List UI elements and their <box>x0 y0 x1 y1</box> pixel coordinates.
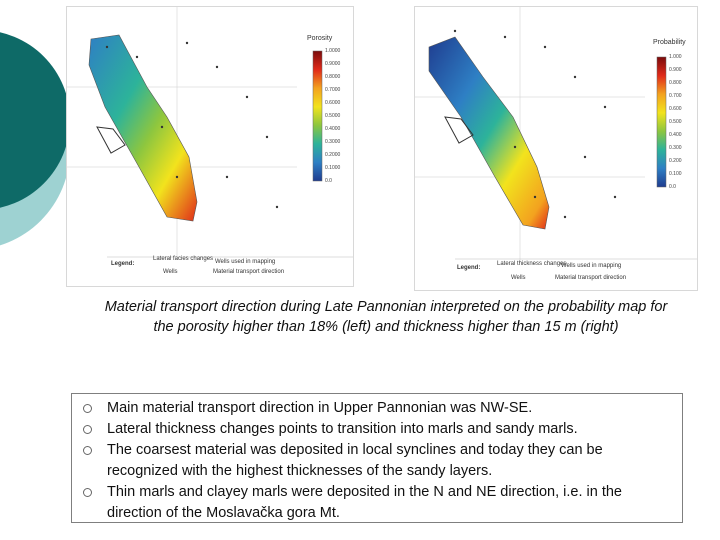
scale-tick-label: 0.700 <box>669 93 682 99</box>
scale-tick-label: 0.0 <box>669 184 676 190</box>
scale-tick-label: 0.600 <box>669 106 682 112</box>
scale-tick-label: 0.800 <box>669 80 682 86</box>
legend-transport-direction: Material transport direction <box>555 275 627 281</box>
porosity-probability-map: Porosity 1.0000 0.9000 0.8000 0.7000 0.6000 0… <box>66 6 354 287</box>
well-markers <box>453 29 617 219</box>
slide-decoration <box>0 0 70 300</box>
scale-tick-label: 0.100 <box>669 171 682 177</box>
legend-title: Legend: <box>111 261 135 267</box>
legend-transport-direction: Material transport direction <box>213 269 285 275</box>
scale-tick-label: 0.400 <box>669 132 682 138</box>
bullet-item: The coarsest material was deposited in l… <box>83 440 674 482</box>
bullet-circle-icon <box>83 404 92 413</box>
legend-lateral-changes: Lateral thickness changes <box>497 261 567 267</box>
scale-tick-label: 0.2000 <box>325 152 341 158</box>
bullet-circle-icon <box>83 488 92 497</box>
probability-color-scale <box>656 56 667 188</box>
thickness-probability-map: Probability 1.000 0.900 0.800 0.700 0.600 0.5… <box>414 6 698 291</box>
bullet-item: Main material transport direction in Upp… <box>83 398 674 419</box>
map-right-canvas <box>415 7 697 262</box>
scale-tick-label: 0.7000 <box>325 87 341 93</box>
decorative-circle-dark <box>0 32 70 208</box>
scale-tick-label: 0.8000 <box>325 74 341 80</box>
legend-title: Legend: <box>457 265 481 271</box>
scale-tick-label: 0.9000 <box>325 61 341 67</box>
legend-wells-mapping: Wells used in mapping <box>561 263 622 269</box>
bullet-list: Main material transport direction in Upp… <box>72 394 682 524</box>
porosity-map-area <box>88 34 198 222</box>
bullet-circle-icon <box>83 446 92 455</box>
scale-tick-label: 1.0000 <box>325 48 341 54</box>
map-left-canvas <box>67 7 353 258</box>
bullet-list-box: Main material transport direction in Upp… <box>71 393 683 523</box>
scale-tick-label: 0.1000 <box>325 165 341 171</box>
porosity-color-scale <box>312 50 323 182</box>
transport-arrow <box>444 116 474 144</box>
scale-tick-label: 0.0 <box>325 178 332 184</box>
bullet-text: Thin marls and clayey marls were deposit… <box>107 484 622 521</box>
bullet-item: Lateral thickness changes points to tran… <box>83 419 674 440</box>
legend-wells-mapping: Wells used in mapping <box>215 259 276 265</box>
scale-tick-label: 0.300 <box>669 145 682 151</box>
scale-tick-label: 0.4000 <box>325 126 341 132</box>
scale-title: Probability <box>653 39 686 46</box>
scale-tick-label: 0.900 <box>669 67 682 73</box>
decorative-circles <box>0 32 70 246</box>
scale-tick-label: 0.200 <box>669 158 682 164</box>
bullet-text: Main material transport direction in Upp… <box>107 400 533 416</box>
bullet-text: The coarsest material was deposited in l… <box>107 442 603 479</box>
figure-caption: Material transport direction during Late… <box>104 299 668 335</box>
legend-wells: Wells <box>511 275 526 281</box>
scale-tick-label: 0.500 <box>669 119 682 125</box>
thickness-map-area <box>428 36 550 230</box>
bullet-text: Lateral thickness changes points to tran… <box>107 421 578 437</box>
scale-title: Porosity <box>307 35 333 42</box>
scale-tick-label: 0.5000 <box>325 113 341 119</box>
scale-tick-label: 1.000 <box>669 54 682 60</box>
bullet-circle-icon <box>83 425 92 434</box>
legend-wells: Wells <box>163 269 178 275</box>
scale-tick-label: 0.6000 <box>325 100 341 106</box>
transport-arrow <box>96 126 126 154</box>
scale-tick-label: 0.3000 <box>325 139 341 145</box>
legend-lateral-changes: Lateral facies changes <box>153 256 214 262</box>
bullet-item: Thin marls and clayey marls were deposit… <box>83 482 674 524</box>
well-markers <box>105 41 279 209</box>
